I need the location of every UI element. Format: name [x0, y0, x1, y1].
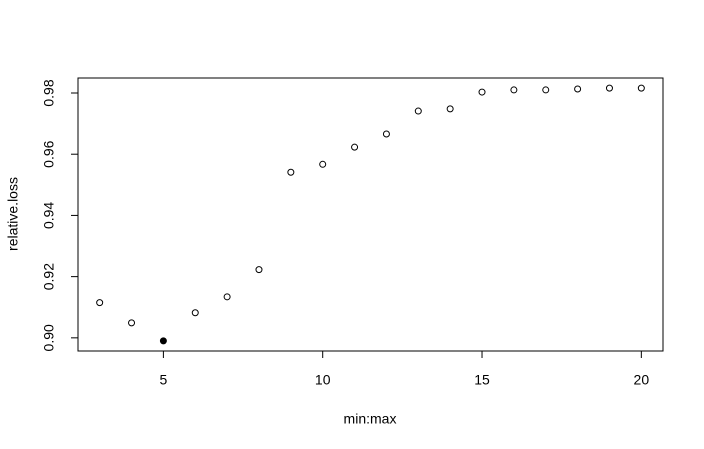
point — [605, 84, 613, 92]
y-tick-label: 0.92 — [41, 263, 57, 290]
y-tick-label: 0.94 — [41, 202, 57, 229]
point — [574, 85, 582, 93]
point — [510, 86, 518, 94]
point — [191, 309, 199, 317]
point — [96, 299, 104, 307]
point — [319, 160, 327, 168]
point — [128, 319, 136, 327]
x-tick-label: 15 — [474, 372, 490, 388]
point — [446, 105, 454, 113]
point — [351, 143, 359, 151]
point — [637, 84, 645, 92]
y-tick-label: 0.96 — [41, 140, 57, 167]
point — [542, 86, 550, 94]
point — [159, 337, 167, 345]
point — [255, 266, 263, 274]
x-tick-label: 5 — [159, 372, 167, 388]
x-tick-label: 10 — [315, 372, 331, 388]
y-axis-label: relative.loss — [5, 177, 21, 251]
point — [382, 130, 390, 138]
x-tick-label: 20 — [634, 372, 650, 388]
y-tick-label: 0.98 — [41, 79, 57, 106]
y-tick-label: 0.90 — [41, 324, 57, 351]
point — [414, 107, 422, 115]
point — [478, 88, 486, 96]
x-axis-label: min:max — [344, 411, 397, 427]
point — [287, 168, 295, 176]
plot-box — [77, 77, 664, 352]
point — [223, 293, 231, 301]
